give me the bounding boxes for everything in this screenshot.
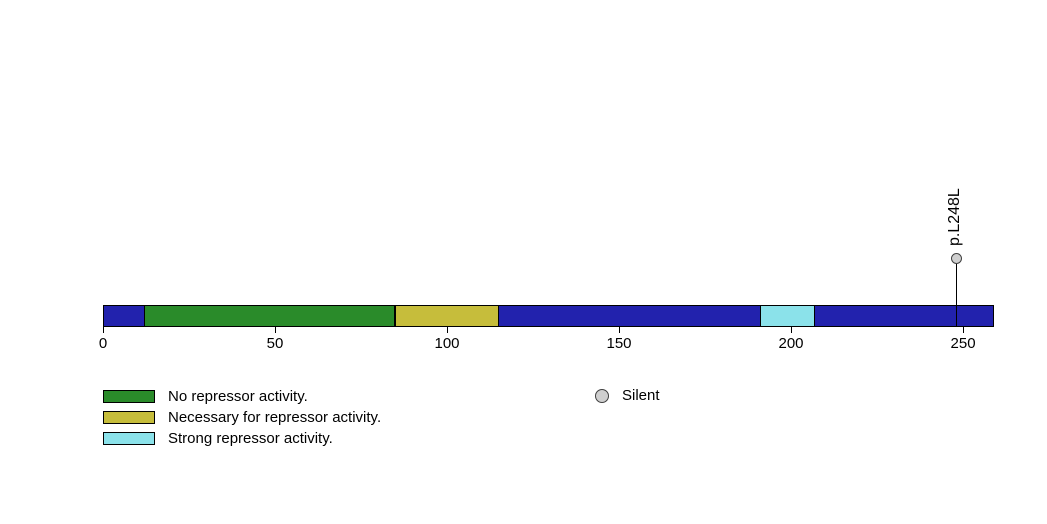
axis-tick <box>447 327 448 333</box>
mutation-label: p.L248L <box>946 188 964 246</box>
axis-tick <box>103 327 104 333</box>
legend-swatch <box>103 432 155 445</box>
domain-region <box>395 305 499 327</box>
axis-tick <box>619 327 621 333</box>
axis-tick <box>963 327 965 333</box>
axis-tick-label: 100 <box>434 335 460 352</box>
domain-region <box>760 305 816 327</box>
legend-label: Strong repressor activity. <box>168 430 333 447</box>
axis-tick-label: 250 <box>950 335 976 352</box>
axis-tick-label: 0 <box>98 335 108 352</box>
legend-marker-label: Silent <box>622 387 660 404</box>
lollipop-stick <box>956 258 958 327</box>
lollipop-marker <box>950 252 962 264</box>
legend-label: Necessary for repressor activity. <box>168 409 382 426</box>
legend-marker-circle <box>595 389 609 403</box>
axis-tick-label: 50 <box>266 335 284 352</box>
legend-swatch <box>103 411 155 424</box>
legend-swatch <box>103 390 155 403</box>
axis-tick <box>791 327 793 333</box>
axis-tick-label: 200 <box>778 335 804 352</box>
legend-label: No repressor activity. <box>168 388 308 405</box>
axis-tick <box>275 327 276 333</box>
axis-tick-label: 150 <box>606 335 632 352</box>
domain-region <box>144 305 396 327</box>
